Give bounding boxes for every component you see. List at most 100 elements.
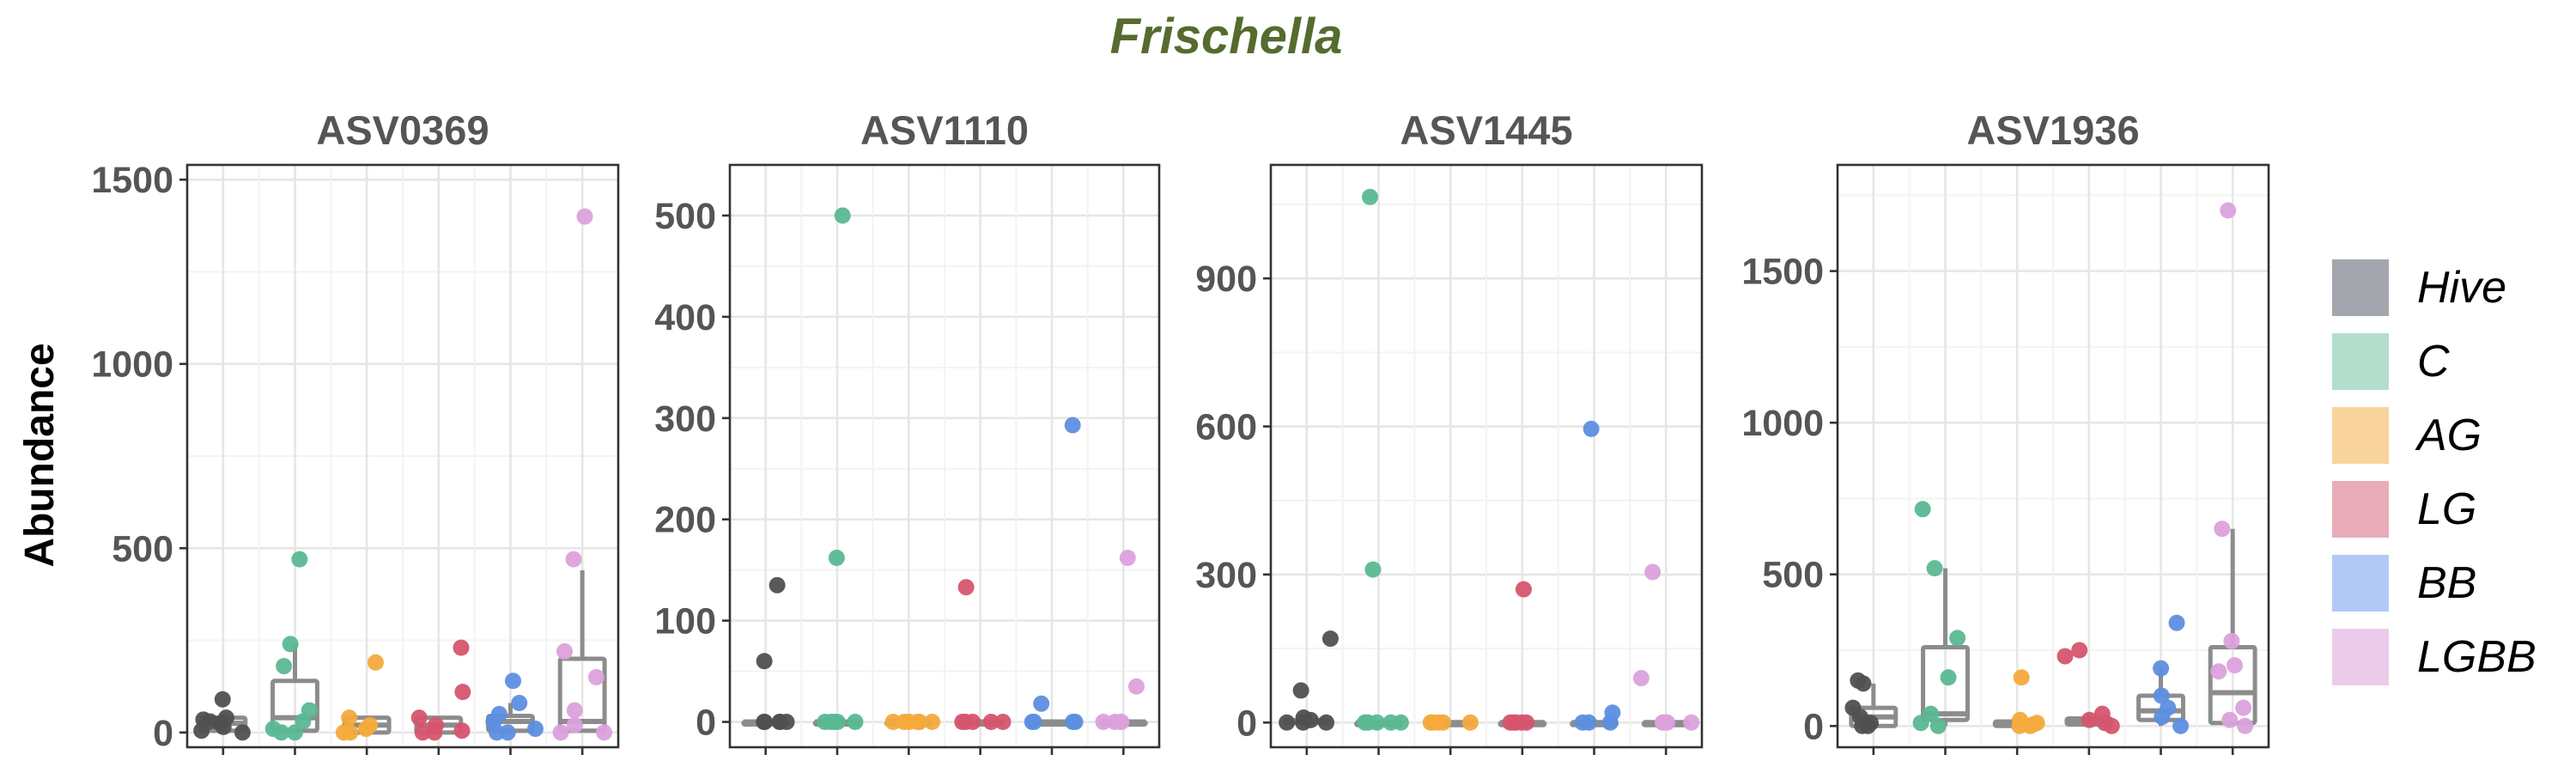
data-point-hive	[1279, 714, 1296, 731]
data-point-bb	[2172, 717, 2190, 734]
data-point-bb	[526, 721, 544, 738]
legend-label: AG	[2415, 411, 2482, 460]
data-point-hive	[193, 722, 210, 740]
data-point-lg	[453, 722, 471, 740]
panel-frame	[1836, 163, 2270, 749]
panel-frame	[1269, 163, 1704, 749]
y-tick-label: 200	[654, 500, 716, 541]
panel-title: ASV0369	[316, 107, 489, 153]
data-point-c	[1361, 188, 1378, 205]
legend-item-lg: LG	[2332, 481, 2476, 538]
data-point-ag	[2013, 669, 2030, 686]
data-point-lgbb	[552, 724, 569, 741]
data-point-lg	[1505, 714, 1522, 731]
data-point-bb	[1583, 420, 1600, 437]
data-point-bb	[1066, 714, 1084, 731]
panel-title: ASV1445	[1400, 107, 1572, 153]
panel-frame	[185, 163, 620, 749]
data-point-lgbb	[576, 208, 593, 225]
data-point-lgbb	[1683, 714, 1700, 731]
data-point-ag	[1461, 714, 1479, 731]
legend-item-lgbb: LGBB	[2332, 629, 2537, 685]
data-point-hive	[1321, 630, 1339, 648]
data-point-lgbb	[2210, 663, 2227, 680]
data-point-hive	[1855, 675, 1872, 692]
legend-swatch	[2332, 555, 2389, 612]
data-point-hive	[769, 576, 786, 593]
data-point-lgbb	[2226, 657, 2243, 674]
y-tick-label: 0	[696, 703, 716, 744]
data-point-bb	[489, 724, 506, 741]
data-point-c	[1914, 501, 1931, 518]
data-point-hive	[1854, 717, 1871, 734]
data-point-c	[1357, 714, 1374, 731]
data-point-c	[1392, 714, 1409, 731]
data-point-lgbb	[587, 668, 605, 685]
data-point-lg	[426, 724, 443, 741]
box-iqr	[557, 656, 607, 733]
data-point-c	[286, 724, 303, 741]
y-tick-label: 500	[1762, 555, 1824, 596]
y-tick-label: 600	[1195, 407, 1257, 448]
y-tick-label: 300	[654, 399, 716, 440]
legend-swatch	[2332, 333, 2389, 390]
data-point-bb	[2168, 614, 2185, 631]
data-point-ag	[2011, 717, 2028, 734]
data-point-lgbb	[1632, 670, 1649, 687]
data-point-bb	[2153, 660, 2170, 677]
data-point-c	[1912, 715, 1929, 732]
data-point-bb	[1025, 714, 1042, 731]
y-tick-label: 1000	[1741, 403, 1824, 444]
data-point-lgbb	[1654, 714, 1671, 731]
panel-title: ASV1110	[860, 107, 1029, 153]
data-point-hive	[215, 718, 232, 735]
data-point-lgbb	[565, 551, 582, 568]
data-point-lg	[982, 714, 999, 731]
data-point-lg	[957, 579, 975, 596]
data-point-lg	[410, 709, 428, 727]
y-tick-label: 500	[112, 528, 173, 569]
legend-swatch	[2332, 629, 2389, 685]
legend-label: BB	[2417, 558, 2476, 608]
figure-title: Frischella	[1110, 9, 1343, 64]
data-point-c	[273, 724, 290, 741]
data-point-lg	[414, 724, 431, 741]
data-point-ag	[924, 714, 941, 731]
y-tick-label: 1500	[1741, 252, 1824, 293]
legend-swatch	[2332, 407, 2389, 464]
data-point-bb	[1064, 417, 1081, 434]
legend-swatch	[2332, 259, 2389, 316]
data-point-c	[1949, 630, 1966, 647]
data-point-lgbb	[1113, 714, 1130, 731]
data-point-c	[1926, 560, 1943, 577]
y-tick-label: 900	[1195, 259, 1257, 300]
data-point-c	[1364, 561, 1382, 578]
data-point-ag	[357, 721, 374, 738]
data-point-c	[828, 550, 845, 567]
data-point-hive	[756, 653, 773, 670]
data-point-c	[1369, 714, 1386, 731]
panel-title: ASV1936	[1966, 107, 2139, 153]
panel-frame	[728, 163, 1161, 749]
data-point-lg	[2057, 648, 2074, 665]
data-point-c	[1940, 669, 1957, 686]
panels: 0 500 1000 1500 ASV0369 0 100 200 300 400 500 ASV11…	[91, 107, 2270, 755]
data-point-lgbb	[1644, 563, 1662, 581]
data-point-lgbb	[1119, 550, 1136, 567]
legend-label: LGBB	[2417, 632, 2537, 682]
data-point-lgbb	[2223, 632, 2240, 649]
data-point-lgbb	[1127, 678, 1145, 695]
y-tick-label: 100	[654, 601, 716, 642]
y-tick-label: 0	[1236, 703, 1257, 744]
data-point-bb	[2154, 709, 2171, 726]
data-point-hive	[214, 691, 231, 708]
y-tick-label: 0	[1803, 706, 1824, 747]
legend-item-ag: AG	[2332, 407, 2482, 464]
data-point-c	[834, 207, 851, 224]
data-point-hive	[1292, 682, 1309, 699]
y-tick-label: 500	[654, 196, 716, 237]
data-point-lgbb	[566, 702, 583, 719]
data-point-lgbb	[2237, 717, 2254, 734]
data-point-lg	[1518, 714, 1535, 731]
